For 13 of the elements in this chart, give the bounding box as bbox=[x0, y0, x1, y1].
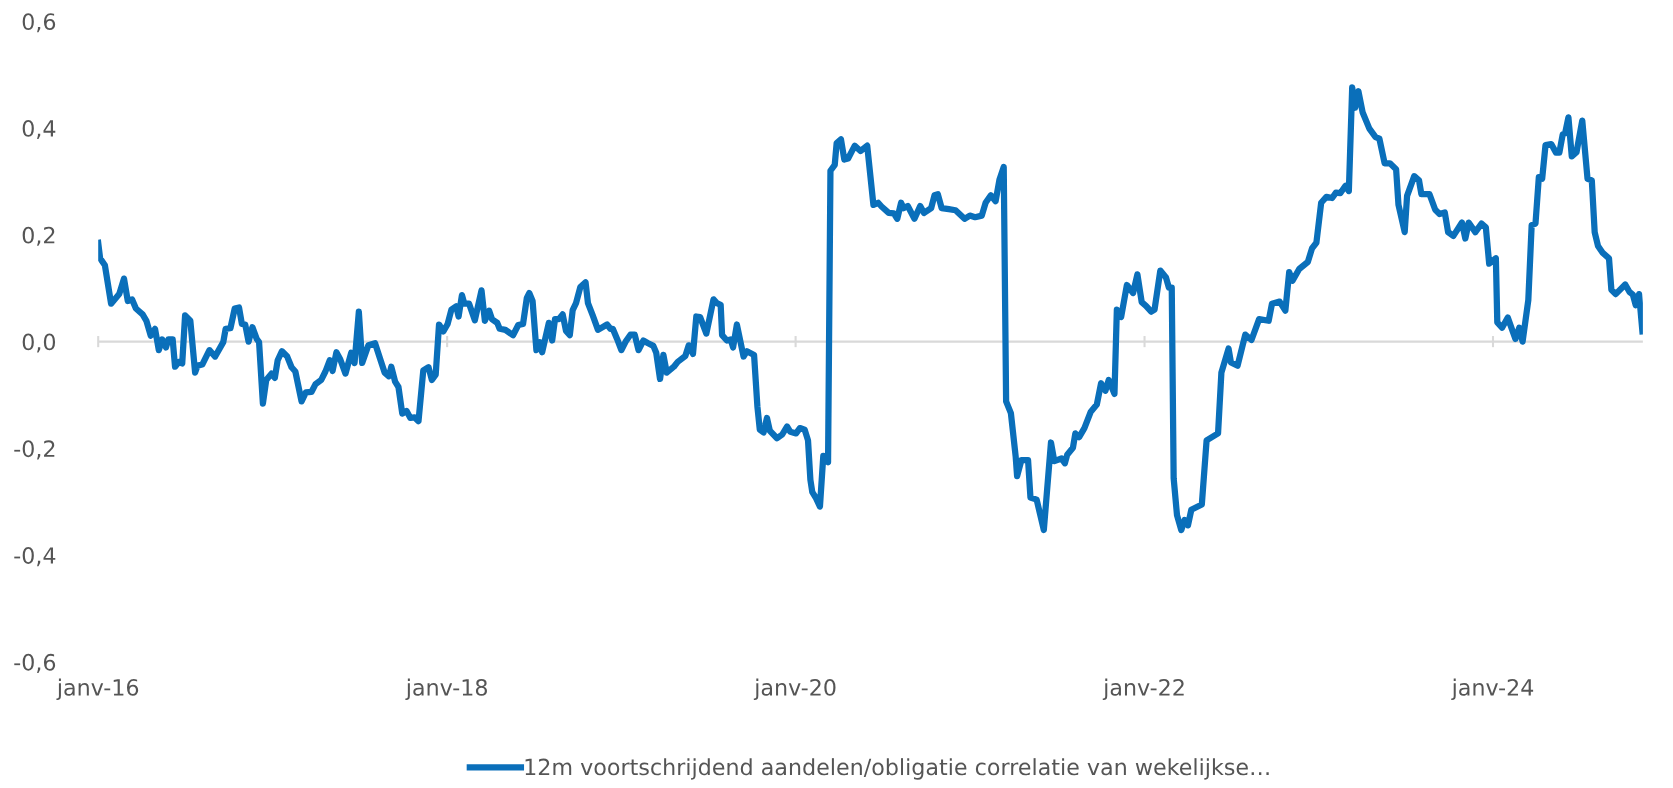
x-tick-label: janv-16 bbox=[56, 678, 139, 701]
y-tick-label: 0,2 bbox=[22, 226, 55, 246]
y-tick-label: 0,4 bbox=[22, 120, 56, 140]
x-tick-label: janv-20 bbox=[753, 678, 836, 701]
y-tick-label: 0,6 bbox=[22, 13, 56, 33]
y-tick-label: -0,2 bbox=[14, 440, 55, 460]
y-tick-label: -0,6 bbox=[14, 653, 56, 673]
legend-label: 12m voortschrijdend aandelen/obligatie correlatie van wekelijkse… bbox=[525, 758, 1269, 780]
x-tick-label: janv-22 bbox=[1102, 678, 1184, 701]
x-tick-label: janv-18 bbox=[405, 678, 487, 701]
y-tick-label: -0,4 bbox=[14, 547, 56, 567]
y-tick-label: 0,0 bbox=[22, 333, 56, 353]
x-tick-label: janv-24 bbox=[1451, 678, 1534, 701]
